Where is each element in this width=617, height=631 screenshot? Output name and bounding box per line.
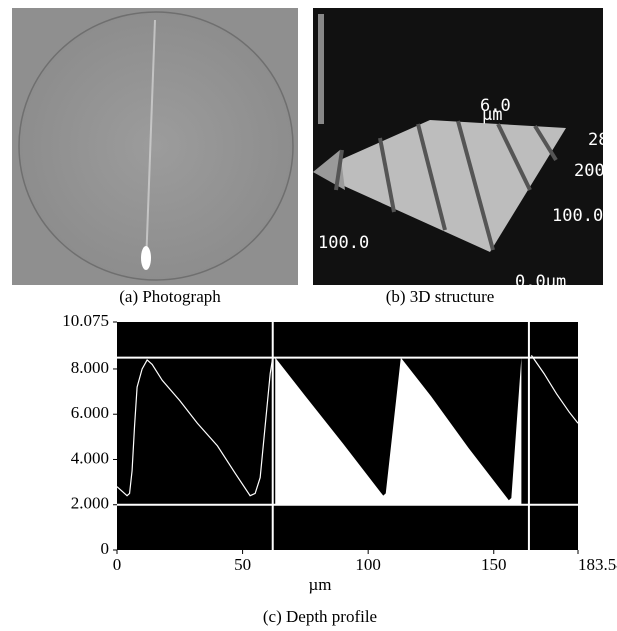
y-tick-label: 10.075 [62, 311, 109, 330]
surface [313, 120, 566, 252]
y-tick-label: 8.000 [71, 358, 109, 377]
y-tick-label: 2.000 [71, 494, 109, 513]
reflection [145, 19, 156, 266]
y-tick-label: 0 [101, 539, 110, 558]
y-tick-label: 6.000 [71, 403, 109, 422]
plot-background [117, 322, 578, 550]
x-tick-label: 50 [234, 555, 251, 574]
caption: (c) Depth profile [263, 607, 377, 626]
profile-line [530, 355, 579, 424]
wafer [18, 11, 294, 281]
x-tick-label: 183.540 [578, 555, 617, 574]
x-tick-label: 150 [481, 555, 507, 574]
profile-line [116, 357, 274, 497]
label: µm [482, 105, 502, 125]
x-axis-label: µm [308, 575, 331, 594]
label: 6.0 [480, 96, 511, 116]
x-tick-label: 0 [113, 555, 122, 574]
highlight [141, 246, 151, 270]
depth-profile-chart: 0 2.000 4.000 6.000 8.000 10.075 0 50 100 150 183.… [62, 311, 617, 574]
caption: (b) 3D structure [386, 287, 495, 306]
label: 200. [574, 161, 615, 181]
photograph [12, 8, 298, 285]
grooves [334, 120, 558, 251]
label: 28 [588, 130, 608, 150]
3d-structure: 6.0 µm 28 200. 100.0 100.0 0.0µm [313, 8, 615, 292]
color-bar [318, 14, 324, 124]
label: 100.0 [318, 233, 369, 253]
x-tick-label: 100 [355, 555, 381, 574]
y-tick-label: 4.000 [71, 448, 109, 467]
caption: (a) Photograph [119, 287, 221, 306]
label: 100.0 [552, 206, 603, 226]
profile-area [275, 357, 522, 505]
label: 0.0µm [515, 272, 566, 292]
